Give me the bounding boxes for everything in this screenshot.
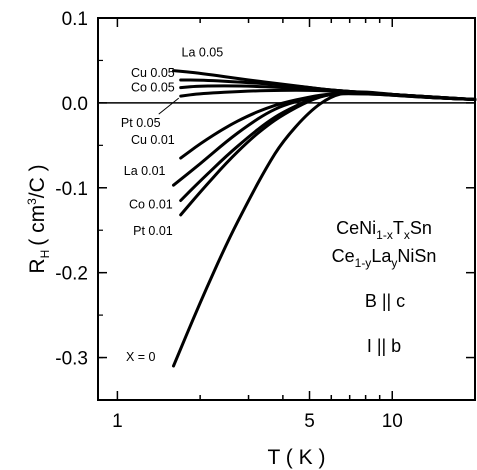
pt-0.05-leader-line: [158, 97, 180, 115]
formula1-end: Sn: [410, 218, 432, 238]
series-label: X = 0: [126, 350, 156, 364]
series-label: Pt 0.01: [133, 224, 173, 238]
y-tick-label: -0.3: [55, 349, 88, 370]
series-label: Pt 0.05: [121, 116, 161, 130]
series-label: Co 0.01: [129, 198, 173, 212]
series-label: Cu 0.05: [131, 66, 175, 80]
series-line-x-0: [172, 90, 477, 368]
formula2-mid: La: [371, 246, 392, 266]
y-axis-title-subscript: H: [38, 250, 52, 259]
y-axis-title-units-end: /C ): [26, 164, 49, 198]
current-annotation: I || b: [367, 336, 401, 356]
y-axis-title-superscript: 3: [25, 198, 39, 205]
y-tick-label: -0.2: [55, 264, 88, 285]
series-line-co-0-01: [179, 91, 477, 202]
y-tick-label: -0.1: [55, 179, 88, 200]
x-axis-title: T ( K ): [268, 446, 326, 469]
formula1-sub1: 1-x: [376, 228, 393, 242]
series-group: [172, 69, 477, 368]
formula-annotation-2: Ce1-yLayNiSn: [332, 246, 437, 270]
formula2-sub2: y: [391, 256, 397, 270]
formula2-base: Ce: [332, 246, 355, 266]
formula1-sub2: x: [404, 228, 410, 242]
x-tick-label: 1: [112, 411, 123, 432]
x-axis-ticks: 1 5 10: [112, 18, 476, 432]
x-tick-label: 10: [382, 411, 403, 432]
formula1-mid: T: [393, 218, 404, 238]
x-tick-label: 5: [304, 411, 315, 432]
y-axis-title-symbol: R: [26, 258, 49, 273]
y-tick-label: 0.1: [62, 9, 88, 30]
formula2-sub1: 1-y: [355, 256, 372, 270]
y-axis-title-units: ( cm: [26, 205, 49, 246]
formula2-end: NiSn: [397, 246, 436, 266]
y-tick-label: 0.0: [62, 94, 88, 115]
series-label: La 0.05: [182, 46, 224, 60]
formula-annotation-1: CeNi1-xTxSn: [336, 218, 432, 242]
plot-frame: [97, 17, 476, 401]
series-label: La 0.01: [124, 164, 166, 178]
series-label: Co 0.05: [131, 81, 175, 95]
y-axis-ticks: 0.1 0.0 -0.1 -0.2 -0.3: [55, 9, 475, 401]
series-label: Cu 0.01: [131, 133, 175, 147]
formula1-base: CeNi: [336, 218, 376, 238]
y-axis-title: RH ( cm3/C ): [25, 164, 52, 273]
field-annotation: B || c: [365, 291, 405, 311]
series-line-pt-0-01: [179, 91, 477, 217]
